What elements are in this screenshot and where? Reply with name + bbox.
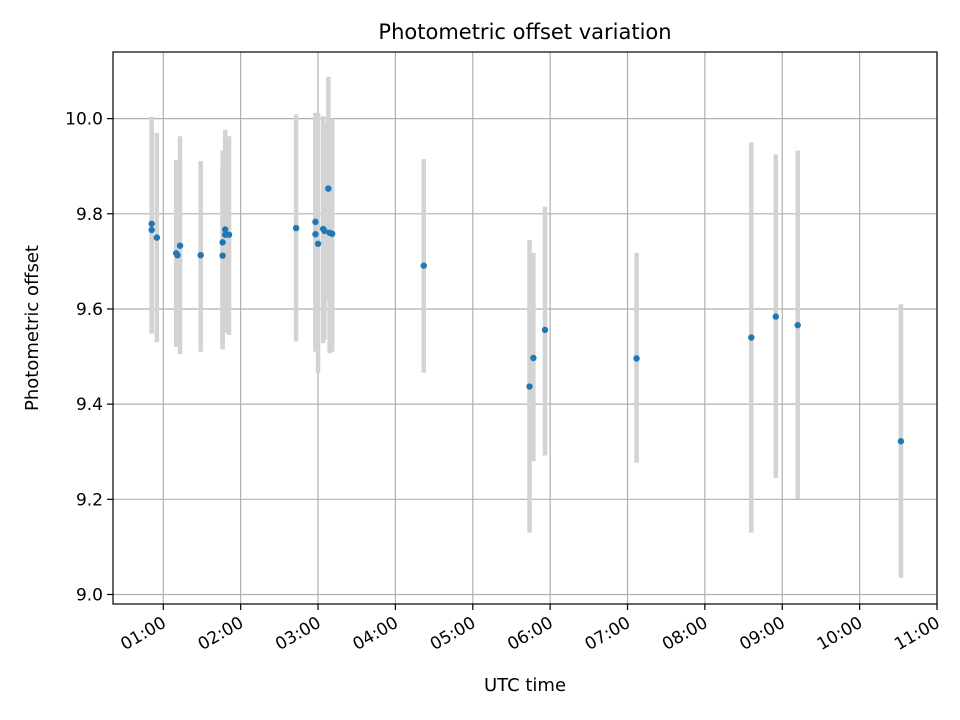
- x-tick-label: 09:00: [736, 613, 788, 655]
- data-point: [292, 224, 300, 232]
- x-tick-label: 04:00: [349, 613, 401, 655]
- x-axis-label: UTC time: [484, 675, 566, 696]
- data-points: [148, 185, 905, 445]
- data-point: [174, 251, 181, 259]
- error-bars: [149, 76, 904, 578]
- y-tick-label: 9.6: [76, 300, 103, 320]
- x-tick-label: 01:00: [117, 613, 169, 655]
- axes-frame: [112, 51, 938, 605]
- data-point: [312, 218, 319, 226]
- data-point: [221, 226, 229, 233]
- x-tick-label: 05:00: [427, 613, 479, 655]
- data-point: [225, 231, 233, 238]
- y-axis-ticks: 9.0 9.2 9.4 9.6 9.8 10.0: [65, 110, 113, 605]
- data-point: [325, 185, 332, 192]
- y-tick-label: 9.8: [76, 205, 103, 225]
- data-point: [794, 321, 801, 329]
- data-point: [176, 242, 184, 249]
- data-point: [633, 355, 640, 362]
- y-tick-label: 9.2: [76, 490, 103, 510]
- data-point: [314, 240, 322, 247]
- data-point: [329, 230, 336, 237]
- data-point: [148, 220, 155, 227]
- data-point: [148, 226, 155, 234]
- data-point: [321, 227, 328, 235]
- data-point: [772, 313, 780, 320]
- grid-lines: [113, 52, 938, 604]
- x-tick-label: 11:00: [891, 613, 943, 655]
- y-tick-label: 10.0: [65, 110, 103, 130]
- x-tick-label: 08:00: [659, 613, 711, 655]
- x-tick-label: 06:00: [504, 613, 556, 655]
- y-tick-label: 9.0: [76, 585, 103, 605]
- x-tick-label: 03:00: [272, 613, 324, 655]
- chart-title: Photometric offset variation: [378, 20, 671, 44]
- data-point: [219, 239, 226, 246]
- data-point: [312, 231, 319, 238]
- data-point: [420, 262, 427, 269]
- data-point: [197, 251, 204, 259]
- data-point: [530, 354, 537, 362]
- data-point: [897, 438, 905, 445]
- x-tick-label: 10:00: [814, 613, 866, 655]
- y-tick-label: 9.4: [76, 395, 103, 415]
- data-point: [541, 326, 549, 334]
- data-point: [153, 234, 161, 241]
- data-point: [219, 252, 226, 259]
- data-point: [526, 383, 533, 390]
- x-tick-label: 02:00: [195, 613, 247, 655]
- data-point: [748, 334, 755, 341]
- y-axis-label: Photometric offset: [22, 245, 43, 411]
- x-tick-label: 07:00: [582, 613, 634, 655]
- x-axis-ticks: 01:00 02:00 03:00 04:00 05:00 06:00 07:00 08:00…: [117, 604, 944, 655]
